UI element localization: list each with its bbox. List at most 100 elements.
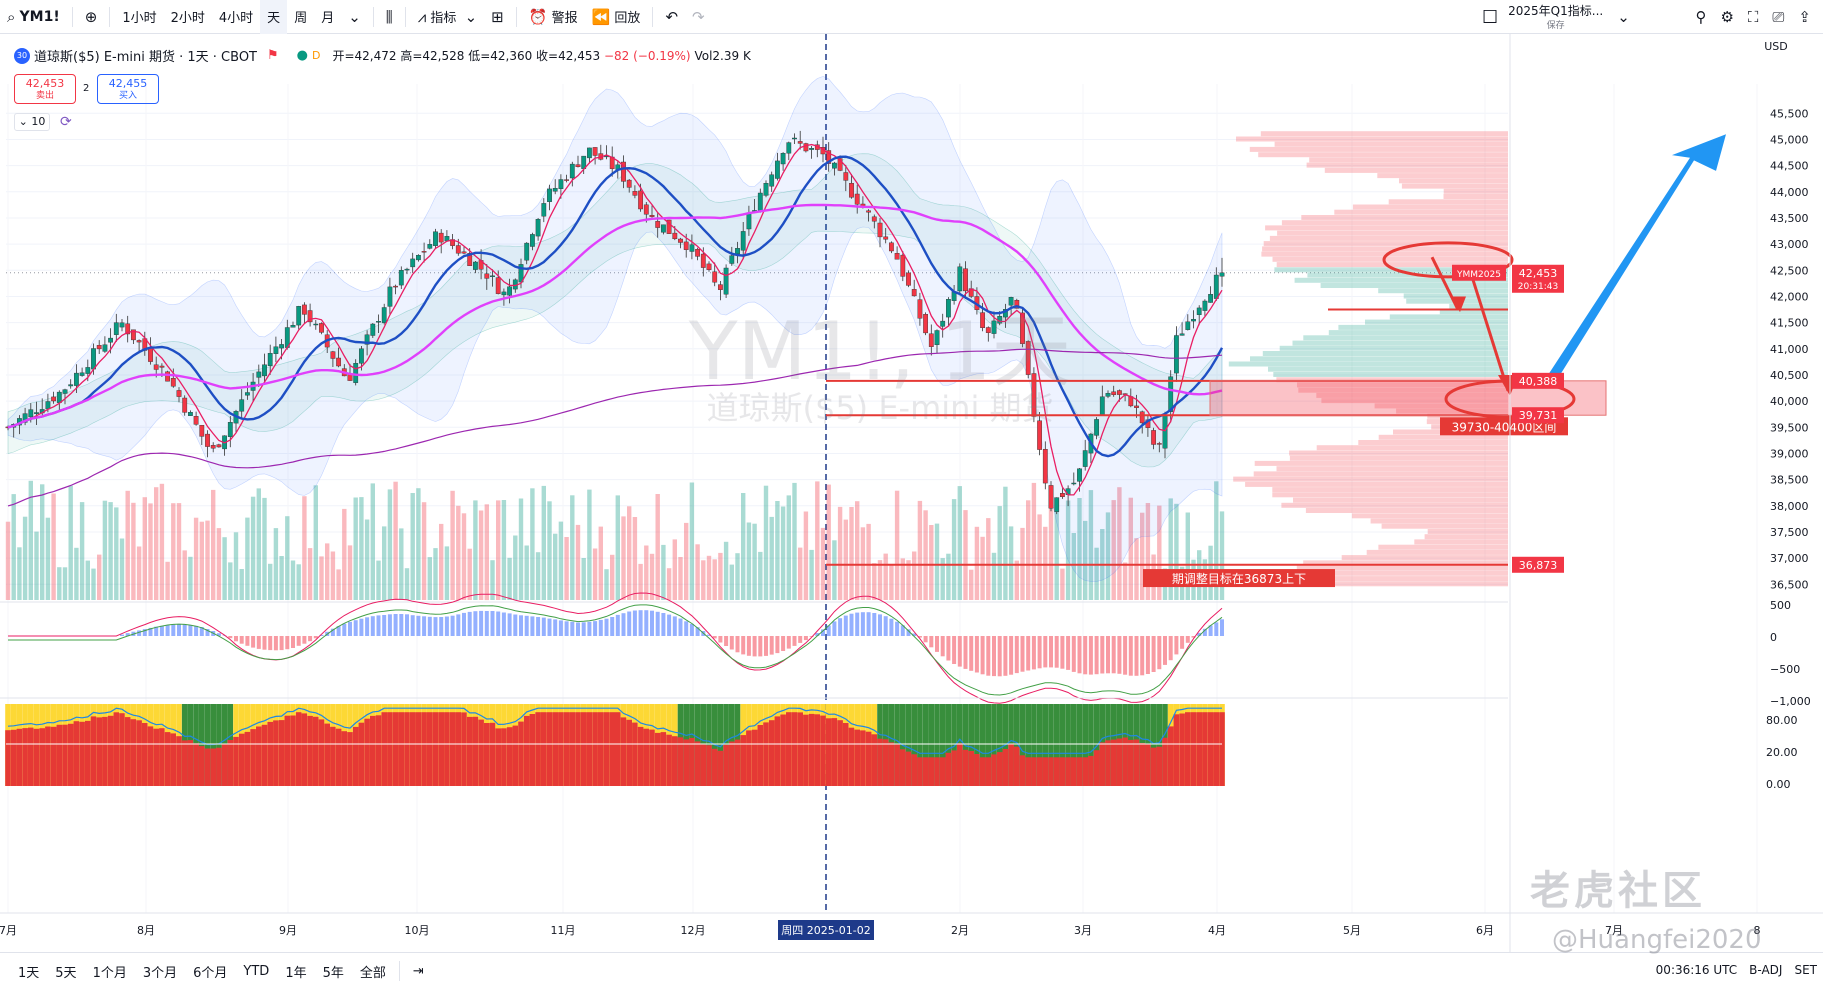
tf-1h[interactable]: 1小时 — [122, 11, 157, 26]
clock[interactable]: 00:36:16 UTC — [1655, 963, 1738, 977]
osc-bar — [757, 725, 764, 786]
volume-bar — [131, 502, 136, 600]
osc-bar — [318, 719, 325, 786]
candle-body — [832, 162, 837, 169]
volume-bar — [1031, 482, 1037, 600]
volume-bar — [1026, 500, 1031, 600]
range-ytd[interactable]: YTD — [243, 963, 270, 979]
indicators-button[interactable]: ⩘ 指标 ⌄ — [411, 0, 484, 34]
macd-hist — [883, 616, 888, 636]
macd-pane: 500 0 −500 −1,000 — [0, 592, 1811, 708]
lot-size-selector[interactable]: ⌄ 10 — [14, 113, 50, 131]
goto-date-icon[interactable]: ⇥ — [412, 963, 424, 979]
tf-1m[interactable]: 月 — [321, 11, 335, 26]
profile-row — [1305, 508, 1508, 513]
profile-row — [1378, 288, 1508, 294]
range-1m[interactable]: 1个月 — [92, 965, 127, 981]
chart-type-button[interactable]: ⫼ — [379, 0, 400, 34]
tf-dropdown[interactable]: ⌄ — [341, 0, 368, 34]
replay-button[interactable]: ⏪ 回放 — [585, 0, 648, 34]
fullscreen-icon[interactable]: ⛶ — [1747, 8, 1759, 26]
publish-icon[interactable]: ⇪ — [1798, 8, 1811, 26]
macd-hist — [234, 636, 238, 642]
macd-hist — [872, 613, 877, 636]
range-3m[interactable]: 3个月 — [142, 965, 178, 981]
range-all[interactable]: 全部 — [359, 965, 386, 981]
volume-bar — [1105, 512, 1111, 600]
osc-bar — [45, 726, 51, 786]
volume-bar — [769, 516, 774, 600]
macd-hist — [570, 621, 575, 636]
volume-bar — [17, 547, 22, 600]
volume-bar — [792, 482, 797, 600]
tf-1w[interactable]: 周 — [294, 11, 308, 26]
osc-bar — [683, 739, 689, 786]
candle-body — [746, 213, 752, 230]
candle-body — [991, 320, 997, 334]
osc-bar — [313, 716, 319, 786]
sell-button[interactable]: 42,453 卖出 — [14, 74, 76, 104]
settings-icon[interactable]: ⚙ — [1720, 8, 1734, 26]
macd-hist — [587, 621, 592, 636]
osc-bar — [398, 712, 405, 786]
tf-4h[interactable]: 4小时 — [218, 11, 254, 26]
candle-body — [980, 312, 986, 329]
candle-body — [108, 337, 114, 343]
symbol-search[interactable]: ⌕ YM1! — [0, 0, 67, 34]
volume-bar — [735, 553, 740, 600]
candle-body — [290, 325, 296, 328]
volume-bar — [108, 502, 113, 600]
profile-row — [1245, 481, 1508, 487]
layout-selector[interactable]: ☐ 2025年Q1指标... 保存 ⌄ — [1482, 2, 1662, 32]
time-axis: 7月 8月 9月 10月 11月 12月 周四 2025-01-02 2月 3月 4月 5月 6月 7月… — [0, 912, 1823, 940]
range-5y[interactable]: 5年 — [322, 965, 344, 981]
volume-bar — [775, 501, 780, 600]
osc-bar — [1065, 757, 1071, 786]
volume-bar — [621, 516, 626, 600]
camera-icon[interactable]: ⎚ — [1772, 8, 1785, 26]
osc-bar — [1048, 757, 1054, 786]
candle-body — [917, 299, 923, 319]
volume-bar — [467, 548, 472, 600]
price-tick: 38,500 — [1770, 474, 1809, 487]
tf-1d[interactable]: 天 — [260, 0, 288, 34]
osc-bar — [142, 723, 148, 786]
volume-bar — [370, 483, 375, 600]
undo-button[interactable]: ↶ — [658, 0, 685, 34]
osc-bar — [1042, 757, 1049, 786]
set-toggle[interactable]: SET — [1794, 963, 1817, 977]
badj-toggle[interactable]: B-ADJ — [1749, 963, 1783, 977]
candle-body — [45, 401, 51, 410]
tf-2h[interactable]: 2小时 — [170, 11, 205, 26]
macd-hist — [581, 622, 586, 636]
redo-button[interactable]: ↷ — [685, 0, 712, 34]
sync-icon[interactable]: ⟳ — [60, 114, 72, 130]
range-6m[interactable]: 6个月 — [193, 965, 228, 981]
range-1y[interactable]: 1年 — [285, 965, 307, 981]
buy-button[interactable]: 42,455 买入 — [97, 74, 159, 104]
osc-bar-bg — [216, 704, 222, 786]
candle-body — [1025, 341, 1031, 375]
range-1d[interactable]: 1天 — [18, 965, 40, 981]
templates-button[interactable]: ⊞ — [484, 0, 511, 34]
series-title[interactable]: 道琼斯($5) E-mini 期货 · 1天 · CBOT — [34, 50, 257, 65]
macd-hist — [1111, 636, 1116, 674]
macd-hist — [319, 634, 324, 636]
macd-hist — [900, 625, 905, 636]
profile-row — [1341, 555, 1508, 561]
volume-bar — [1111, 500, 1116, 600]
osc-bar — [541, 712, 547, 786]
macd-hist — [604, 618, 609, 636]
quick-search-icon[interactable]: ⚲ — [1695, 8, 1707, 26]
plus-circle-icon: ⊕ — [84, 7, 98, 26]
osc-bar — [136, 720, 142, 786]
osc-bar — [1162, 737, 1168, 786]
range-5d[interactable]: 5天 — [55, 965, 77, 981]
flag-icon[interactable]: ⚑ — [267, 48, 279, 63]
alert-button[interactable]: ⏰ 警报 — [522, 0, 585, 34]
volume-bar — [1168, 498, 1173, 600]
compare-button[interactable]: ⊕ — [78, 0, 105, 34]
volume-bar — [353, 497, 358, 600]
volume-bar — [837, 506, 843, 600]
